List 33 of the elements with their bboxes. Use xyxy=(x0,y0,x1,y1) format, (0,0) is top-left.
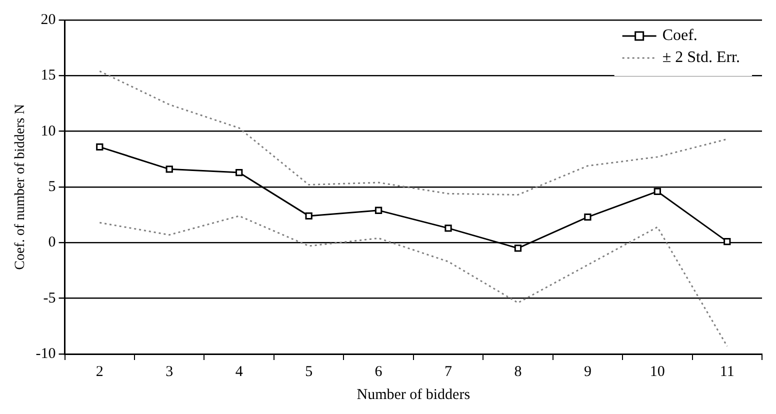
x-axis-title: Number of bidders xyxy=(356,386,470,403)
legend-label: ± 2 Std. Err. xyxy=(662,49,740,66)
y-tick-label: 20 xyxy=(40,12,56,28)
x-tick-label: 11 xyxy=(720,364,734,380)
point xyxy=(236,168,243,176)
y-tick-label: -10 xyxy=(36,346,56,362)
x-tick-label: 6 xyxy=(374,364,383,380)
y-tick-label: 15 xyxy=(40,68,56,84)
point xyxy=(305,212,312,220)
legend-label: Coef. xyxy=(662,27,698,44)
x-tick-label: 8 xyxy=(514,364,522,380)
y-tick-label: 0 xyxy=(48,234,56,251)
point xyxy=(654,188,661,196)
x-tick-label: 10 xyxy=(650,364,665,380)
y-tick-label: 10 xyxy=(40,123,56,140)
x-tick-label: 9 xyxy=(584,364,592,380)
line-series xyxy=(98,215,728,347)
x-tick-label: 3 xyxy=(166,364,174,380)
point xyxy=(724,238,731,246)
x-tick-label: 4 xyxy=(235,364,244,380)
point xyxy=(514,244,522,252)
point xyxy=(96,143,104,150)
x-tick-label: 5 xyxy=(305,364,313,380)
line-series xyxy=(98,70,728,196)
point xyxy=(166,166,173,173)
point xyxy=(584,213,592,221)
y-axis-title: Coef. of number of bidders N xyxy=(13,104,28,270)
y-tick-label: 5 xyxy=(48,178,56,195)
x-tick-label: 7 xyxy=(444,364,453,380)
y-tick-label: -5 xyxy=(43,290,56,306)
point xyxy=(444,224,452,232)
point xyxy=(374,206,382,214)
x-tick-label: 2 xyxy=(96,364,104,380)
